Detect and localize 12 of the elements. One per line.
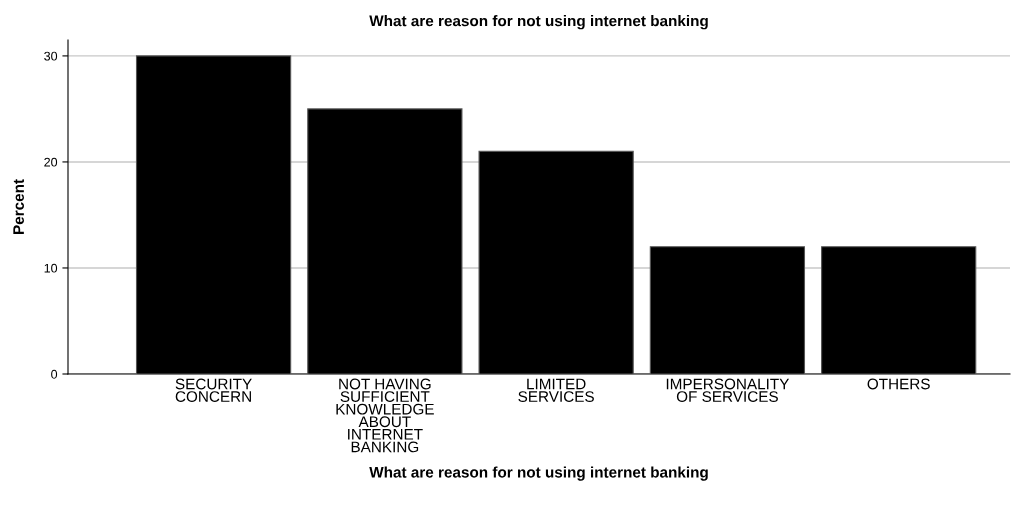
x-tick-label: LIMITED SERVICES <box>518 378 594 402</box>
x-tick-label: OTHERS <box>867 378 930 390</box>
y-axis-title: Percent <box>13 179 24 234</box>
chart-title: What are reason for not using internet banking <box>369 15 708 30</box>
x-axis-title: What are reason for not using internet banking <box>369 466 708 481</box>
y-tick-label: 0 <box>51 369 58 379</box>
y-tick-label: 30 <box>44 51 58 61</box>
y-tick-label: 10 <box>44 263 58 273</box>
x-tick-label: SECURITY CONCERN <box>175 378 252 402</box>
x-tick-label: IMPERSONALITY OF SERVICES <box>666 378 790 402</box>
y-tick-label: 20 <box>44 157 58 167</box>
x-tick-label: NOT HAVING SUFFICIENT KNOWLEDGE ABOUT INTERNET BANKING <box>336 378 434 453</box>
